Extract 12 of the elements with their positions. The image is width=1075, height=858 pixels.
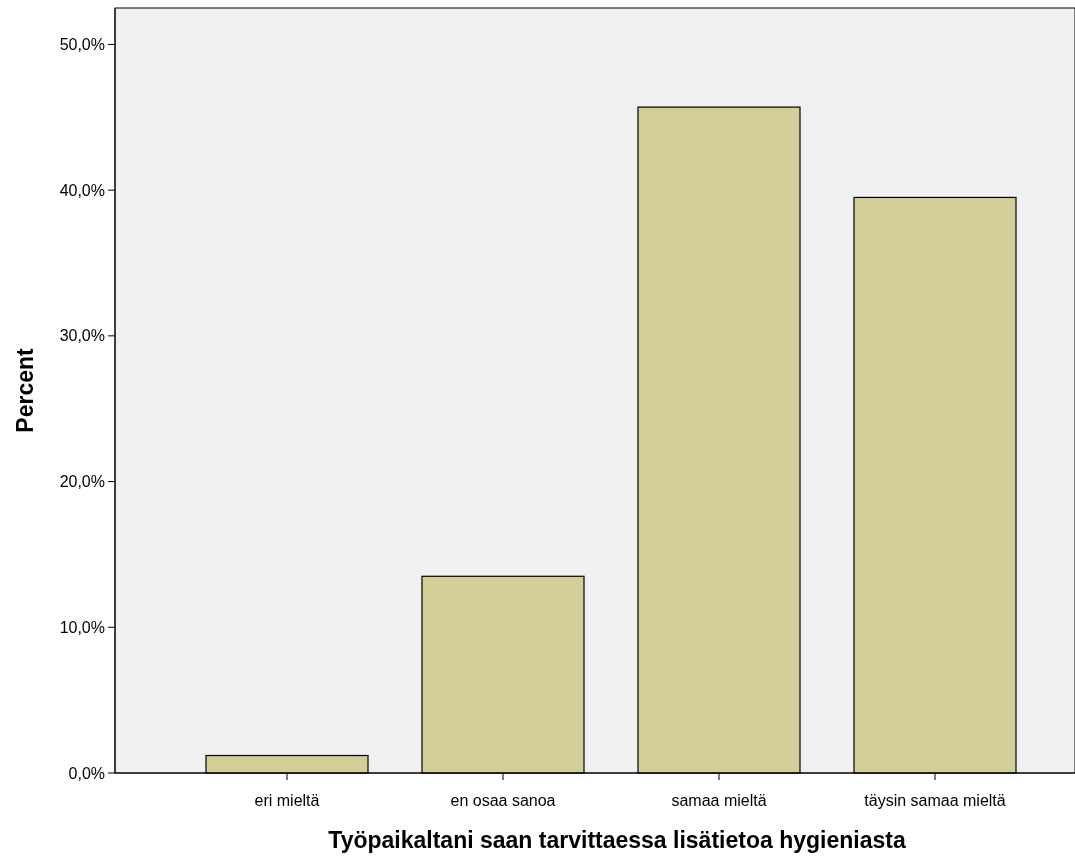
x-tick-label: en osaa sanoa — [450, 792, 556, 809]
x-axis-title: Työpaikaltani saan tarvittaessa lisätietoa hygieniasta — [328, 827, 906, 853]
y-tick-label: 40,0% — [59, 181, 105, 199]
y-tick-label: 50,0% — [59, 36, 105, 54]
x-tick-label: eri mieltä — [254, 792, 320, 809]
x-tick-label: täysin samaa mieltä — [864, 792, 1006, 809]
y-axis-title: Percent — [12, 347, 38, 433]
y-tick-label: 0,0% — [68, 764, 105, 782]
y-tick-label: 30,0% — [59, 327, 105, 345]
y-tick-label: 20,0% — [59, 473, 105, 491]
y-tick-label: 10,0% — [59, 618, 105, 636]
x-tick-label: samaa mieltä — [671, 792, 767, 809]
